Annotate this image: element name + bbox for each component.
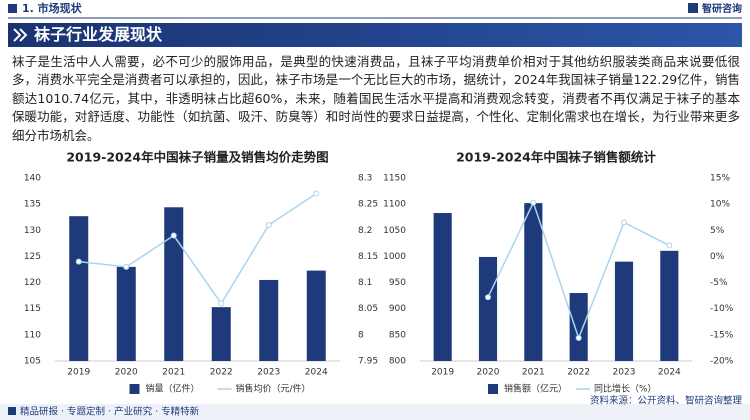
bar [660, 250, 679, 361]
y2-tick-label: 8.05 [358, 304, 378, 314]
bar [116, 266, 136, 361]
y-tick-label: 900 [389, 304, 406, 314]
chart-title: 2019-2024年中国袜子销量及销售均价走势图 [66, 150, 328, 165]
section-title: 1. 市场现状 [22, 1, 83, 15]
body-text: 袜子是生活中人人需要，必不可少的服饰用品，是典型的快速消费品，且袜子平均消费单价… [12, 54, 740, 143]
y2-tick-label: -10% [710, 304, 734, 314]
y-tick-label: 120 [24, 278, 41, 288]
y2-tick-label: 10% [710, 200, 730, 210]
line-marker [485, 294, 491, 301]
y2-tick-label: 8.3 [358, 174, 372, 184]
legend-label: 销售额（亿元） [504, 383, 567, 395]
y-tick-label: 1100 [383, 200, 406, 210]
line-marker [313, 190, 320, 197]
x-tick-label: 2023 [613, 368, 636, 378]
bar [614, 261, 634, 361]
logo-icon [688, 3, 698, 13]
line-marker [621, 219, 627, 226]
y2-tick-label: 8 [358, 330, 364, 340]
logo: 智研咨询 [702, 2, 742, 15]
line-marker [666, 242, 673, 249]
y-tick-label: 125 [24, 252, 41, 262]
section-icon [8, 4, 17, 13]
chart-title: 2019-2024年中国袜子销售额统计 [456, 150, 656, 165]
x-tick-label: 2022 [210, 368, 233, 378]
y-tick-label: 950 [389, 278, 406, 288]
y-tick-label: 105 [24, 357, 41, 367]
footer-tagline: 精品研报 · 专题定制 · 产业研究 · 专精特新 [20, 406, 200, 418]
line [78, 193, 317, 305]
legend-label: 同比增长（%） [594, 383, 657, 395]
bar [306, 270, 326, 361]
y2-tick-label: 7.95 [358, 357, 378, 367]
y-tick-label: 110 [24, 330, 41, 340]
y2-tick-label: 8.2 [358, 226, 372, 236]
line-marker [218, 300, 225, 307]
legend-swatch [129, 384, 140, 394]
chevron [13, 28, 28, 42]
y-tick-label: 130 [24, 226, 41, 236]
x-tick-label: 2024 [658, 368, 681, 378]
page-title: 袜子行业发展现状 [33, 25, 163, 44]
y2-tick-label: 15% [710, 174, 730, 184]
x-tick-label: 2020 [115, 368, 138, 378]
bar [478, 256, 498, 361]
bar [433, 213, 452, 361]
bar [569, 293, 588, 361]
line-marker [75, 258, 82, 265]
bar [259, 279, 279, 361]
y2-tick-label: 5% [710, 226, 725, 236]
x-tick-label: 2019 [431, 368, 454, 378]
x-tick-label: 2019 [67, 368, 90, 378]
legend-label: 销售均价（元/件） [236, 383, 311, 395]
line-marker [170, 232, 177, 239]
y-tick-label: 850 [389, 330, 406, 340]
y2-tick-label: 8.15 [358, 252, 378, 262]
y-tick-label: 1000 [383, 252, 406, 262]
y2-tick-label: -5% [710, 278, 728, 288]
y-tick-label: 115 [24, 304, 41, 314]
x-tick-label: 2020 [477, 368, 500, 378]
title-banner [8, 23, 742, 47]
y2-tick-label: -20% [710, 357, 734, 367]
footer-icon [8, 407, 16, 415]
line-marker [530, 199, 537, 206]
y-tick-label: 135 [24, 200, 41, 210]
y-tick-label: 1150 [383, 174, 406, 184]
line-marker [575, 334, 582, 341]
x-tick-label: 2024 [305, 368, 328, 378]
line-marker [265, 222, 272, 229]
bar [164, 207, 184, 361]
legend-swatch [488, 384, 498, 394]
x-tick-label: 2023 [257, 368, 280, 378]
y-tick-label: 1050 [383, 226, 406, 236]
bar [211, 307, 231, 361]
y2-tick-label: 0% [710, 252, 725, 262]
x-tick-label: 2021 [162, 368, 185, 378]
y-tick-label: 800 [389, 357, 406, 367]
source: 资料来源：公开资料、智研咨询整理 [590, 395, 743, 407]
legend-label: 销量（亿件） [146, 383, 200, 395]
y2-tick-label: 8.25 [358, 200, 378, 210]
y2-tick-label: 8.1 [358, 278, 372, 288]
bar [69, 216, 89, 361]
x-tick-label: 2021 [522, 368, 545, 378]
x-tick-label: 2022 [567, 368, 590, 378]
y2-tick-label: -15% [710, 330, 734, 340]
y-tick-label: 140 [24, 174, 41, 184]
line-marker [123, 263, 130, 270]
bar [524, 203, 543, 361]
footer-bar [0, 404, 750, 420]
